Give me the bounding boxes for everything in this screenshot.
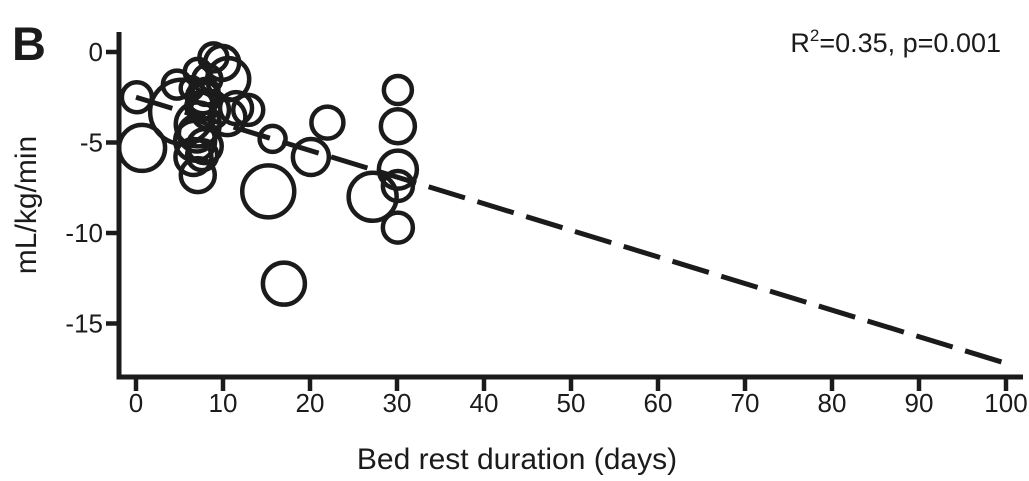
x-tick-label: 100 (984, 388, 1027, 418)
data-point-bubble (217, 89, 255, 127)
panel-label: B (12, 17, 46, 70)
data-point-bubble (381, 73, 415, 107)
data-point-bubble (239, 163, 297, 220)
x-tick-label: 70 (731, 388, 760, 418)
y-tick-label: -15 (65, 309, 103, 339)
y-tick-label: -10 (65, 218, 103, 248)
data-point-bubble (290, 136, 332, 178)
regression-line-group (135, 94, 1007, 366)
data-point-bubble (116, 122, 168, 174)
data-point-bubble (309, 104, 346, 141)
x-tick-label: 60 (644, 388, 673, 418)
x-tick-label: 80 (818, 388, 847, 418)
x-tick-label: 10 (209, 388, 238, 418)
x-tick-label: 40 (470, 388, 499, 418)
data-point-bubble (230, 92, 266, 128)
y-tick-label: -5 (80, 128, 103, 158)
data-point-bubble (257, 123, 288, 155)
data-point-bubble (346, 170, 399, 224)
x-tick-label: 30 (383, 388, 412, 418)
x-tick-label: 90 (905, 388, 934, 418)
x-tick-label: 20 (296, 388, 325, 418)
regression-dashed-line (135, 94, 1007, 366)
data-point-bubble (380, 168, 416, 204)
x-tick-label: 0 (129, 388, 143, 418)
r-squared-exponent: 2 (809, 26, 820, 45)
data-point-bubble (376, 148, 420, 191)
x-axis-title: Bed rest duration (days) (356, 443, 678, 476)
data-point-bubble (378, 106, 418, 146)
data-point-bubble (178, 155, 218, 195)
stats-values: =0.35, p=0.001 (819, 28, 1001, 58)
stats-annotation: R2=0.35, p=0.001 (790, 27, 1001, 58)
y-tick-label: 0 (89, 37, 103, 67)
r-squared-base: R (790, 28, 810, 58)
data-points (116, 41, 420, 307)
x-tick-label: 50 (557, 388, 586, 418)
data-point-bubble (260, 260, 308, 307)
data-point-bubble (380, 210, 416, 245)
data-point-bubble (173, 136, 214, 178)
y-axis-title: mL/kg/min (10, 135, 43, 275)
axes: 0 10 20 30 40 50 60 70 80 90 100 0 -5 -10 -15 (65, 32, 1028, 418)
